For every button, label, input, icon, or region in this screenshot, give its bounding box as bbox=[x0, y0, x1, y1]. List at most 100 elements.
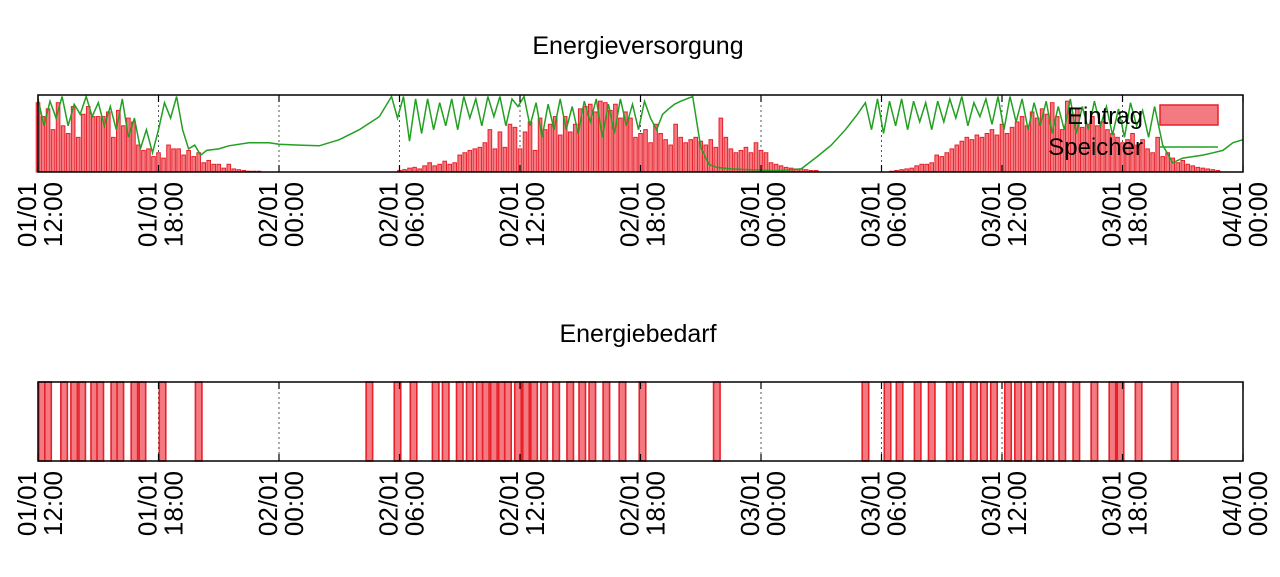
bar bbox=[919, 163, 924, 173]
bar bbox=[572, 123, 578, 173]
bar bbox=[974, 134, 980, 173]
legend-label-eintrag: Eintrag bbox=[1067, 103, 1143, 130]
bar bbox=[393, 381, 402, 462]
bar bbox=[196, 152, 201, 173]
bar bbox=[552, 381, 561, 462]
bar bbox=[542, 129, 548, 173]
bar bbox=[944, 152, 950, 173]
bar bbox=[979, 381, 988, 462]
bar bbox=[522, 131, 528, 173]
bar bbox=[43, 381, 53, 462]
bar bbox=[929, 162, 935, 173]
bar bbox=[176, 148, 181, 173]
bar bbox=[75, 136, 81, 173]
tick-date: 03/01 bbox=[976, 182, 1006, 247]
bar bbox=[895, 381, 904, 462]
bar bbox=[151, 156, 156, 173]
tick-date: 01/01 bbox=[133, 182, 163, 247]
bar bbox=[693, 136, 699, 173]
bar bbox=[557, 134, 563, 173]
bar bbox=[540, 381, 549, 462]
tick-date: 01/01 bbox=[12, 471, 42, 536]
tick-date: 03/01 bbox=[856, 182, 886, 247]
bar bbox=[1009, 126, 1015, 173]
bar bbox=[588, 381, 597, 462]
bar bbox=[602, 381, 611, 462]
chart-title: Energiebedarf bbox=[559, 320, 716, 348]
tick-date: 02/01 bbox=[374, 471, 404, 536]
bar bbox=[984, 133, 990, 173]
tick-time: 12:00 bbox=[520, 182, 550, 247]
tick-date: 02/01 bbox=[494, 182, 524, 247]
bar bbox=[121, 125, 126, 173]
bar bbox=[712, 381, 721, 462]
bar bbox=[1108, 381, 1117, 462]
bar bbox=[628, 117, 633, 173]
bar bbox=[934, 154, 940, 173]
bar bbox=[70, 106, 76, 173]
bar bbox=[431, 381, 440, 462]
legend-label-speicher: Speicher bbox=[1048, 134, 1143, 161]
bar bbox=[78, 381, 87, 462]
bar bbox=[1036, 381, 1045, 462]
bar bbox=[1072, 381, 1081, 462]
bar bbox=[567, 131, 573, 173]
bar bbox=[1014, 381, 1023, 462]
bar bbox=[442, 160, 447, 173]
tick-time: 12:00 bbox=[1002, 471, 1032, 536]
bar bbox=[743, 146, 749, 173]
tick-time: 18:00 bbox=[1123, 182, 1153, 247]
tick-date: 02/01 bbox=[615, 182, 645, 247]
bar bbox=[663, 139, 668, 173]
tick-date: 03/01 bbox=[856, 471, 886, 536]
speicher-line bbox=[37, 94, 1244, 172]
tick-date: 03/01 bbox=[976, 471, 1006, 536]
bar bbox=[489, 381, 498, 462]
bar bbox=[979, 136, 985, 173]
bar bbox=[492, 148, 498, 173]
bar bbox=[105, 111, 111, 173]
bar bbox=[1029, 111, 1035, 173]
bar bbox=[136, 144, 141, 173]
bar bbox=[211, 163, 217, 173]
tick-date: 01/01 bbox=[12, 182, 42, 247]
bar bbox=[111, 136, 116, 173]
bar bbox=[487, 129, 493, 173]
tick-date: 02/01 bbox=[374, 182, 404, 247]
bar bbox=[95, 116, 101, 173]
bar bbox=[441, 381, 450, 462]
bar bbox=[161, 157, 166, 173]
bar bbox=[959, 140, 965, 173]
tick-time: 12:00 bbox=[1002, 182, 1032, 247]
bar bbox=[507, 123, 513, 173]
bar bbox=[1190, 165, 1196, 173]
bar bbox=[1145, 148, 1150, 173]
bar bbox=[989, 129, 995, 173]
tick-date: 03/01 bbox=[735, 182, 765, 247]
bar bbox=[80, 113, 86, 173]
bar bbox=[1024, 381, 1033, 462]
tick-date: 02/01 bbox=[253, 182, 283, 247]
bar bbox=[1003, 381, 1013, 462]
bar bbox=[1155, 136, 1160, 173]
bar bbox=[955, 381, 964, 462]
bar bbox=[216, 163, 222, 173]
bar bbox=[503, 381, 513, 462]
tick-time: 00:00 bbox=[279, 182, 309, 247]
bar bbox=[668, 144, 673, 173]
tick-date: 02/01 bbox=[615, 471, 645, 536]
bar bbox=[65, 133, 71, 173]
bar bbox=[1046, 381, 1055, 462]
bar bbox=[481, 381, 490, 462]
